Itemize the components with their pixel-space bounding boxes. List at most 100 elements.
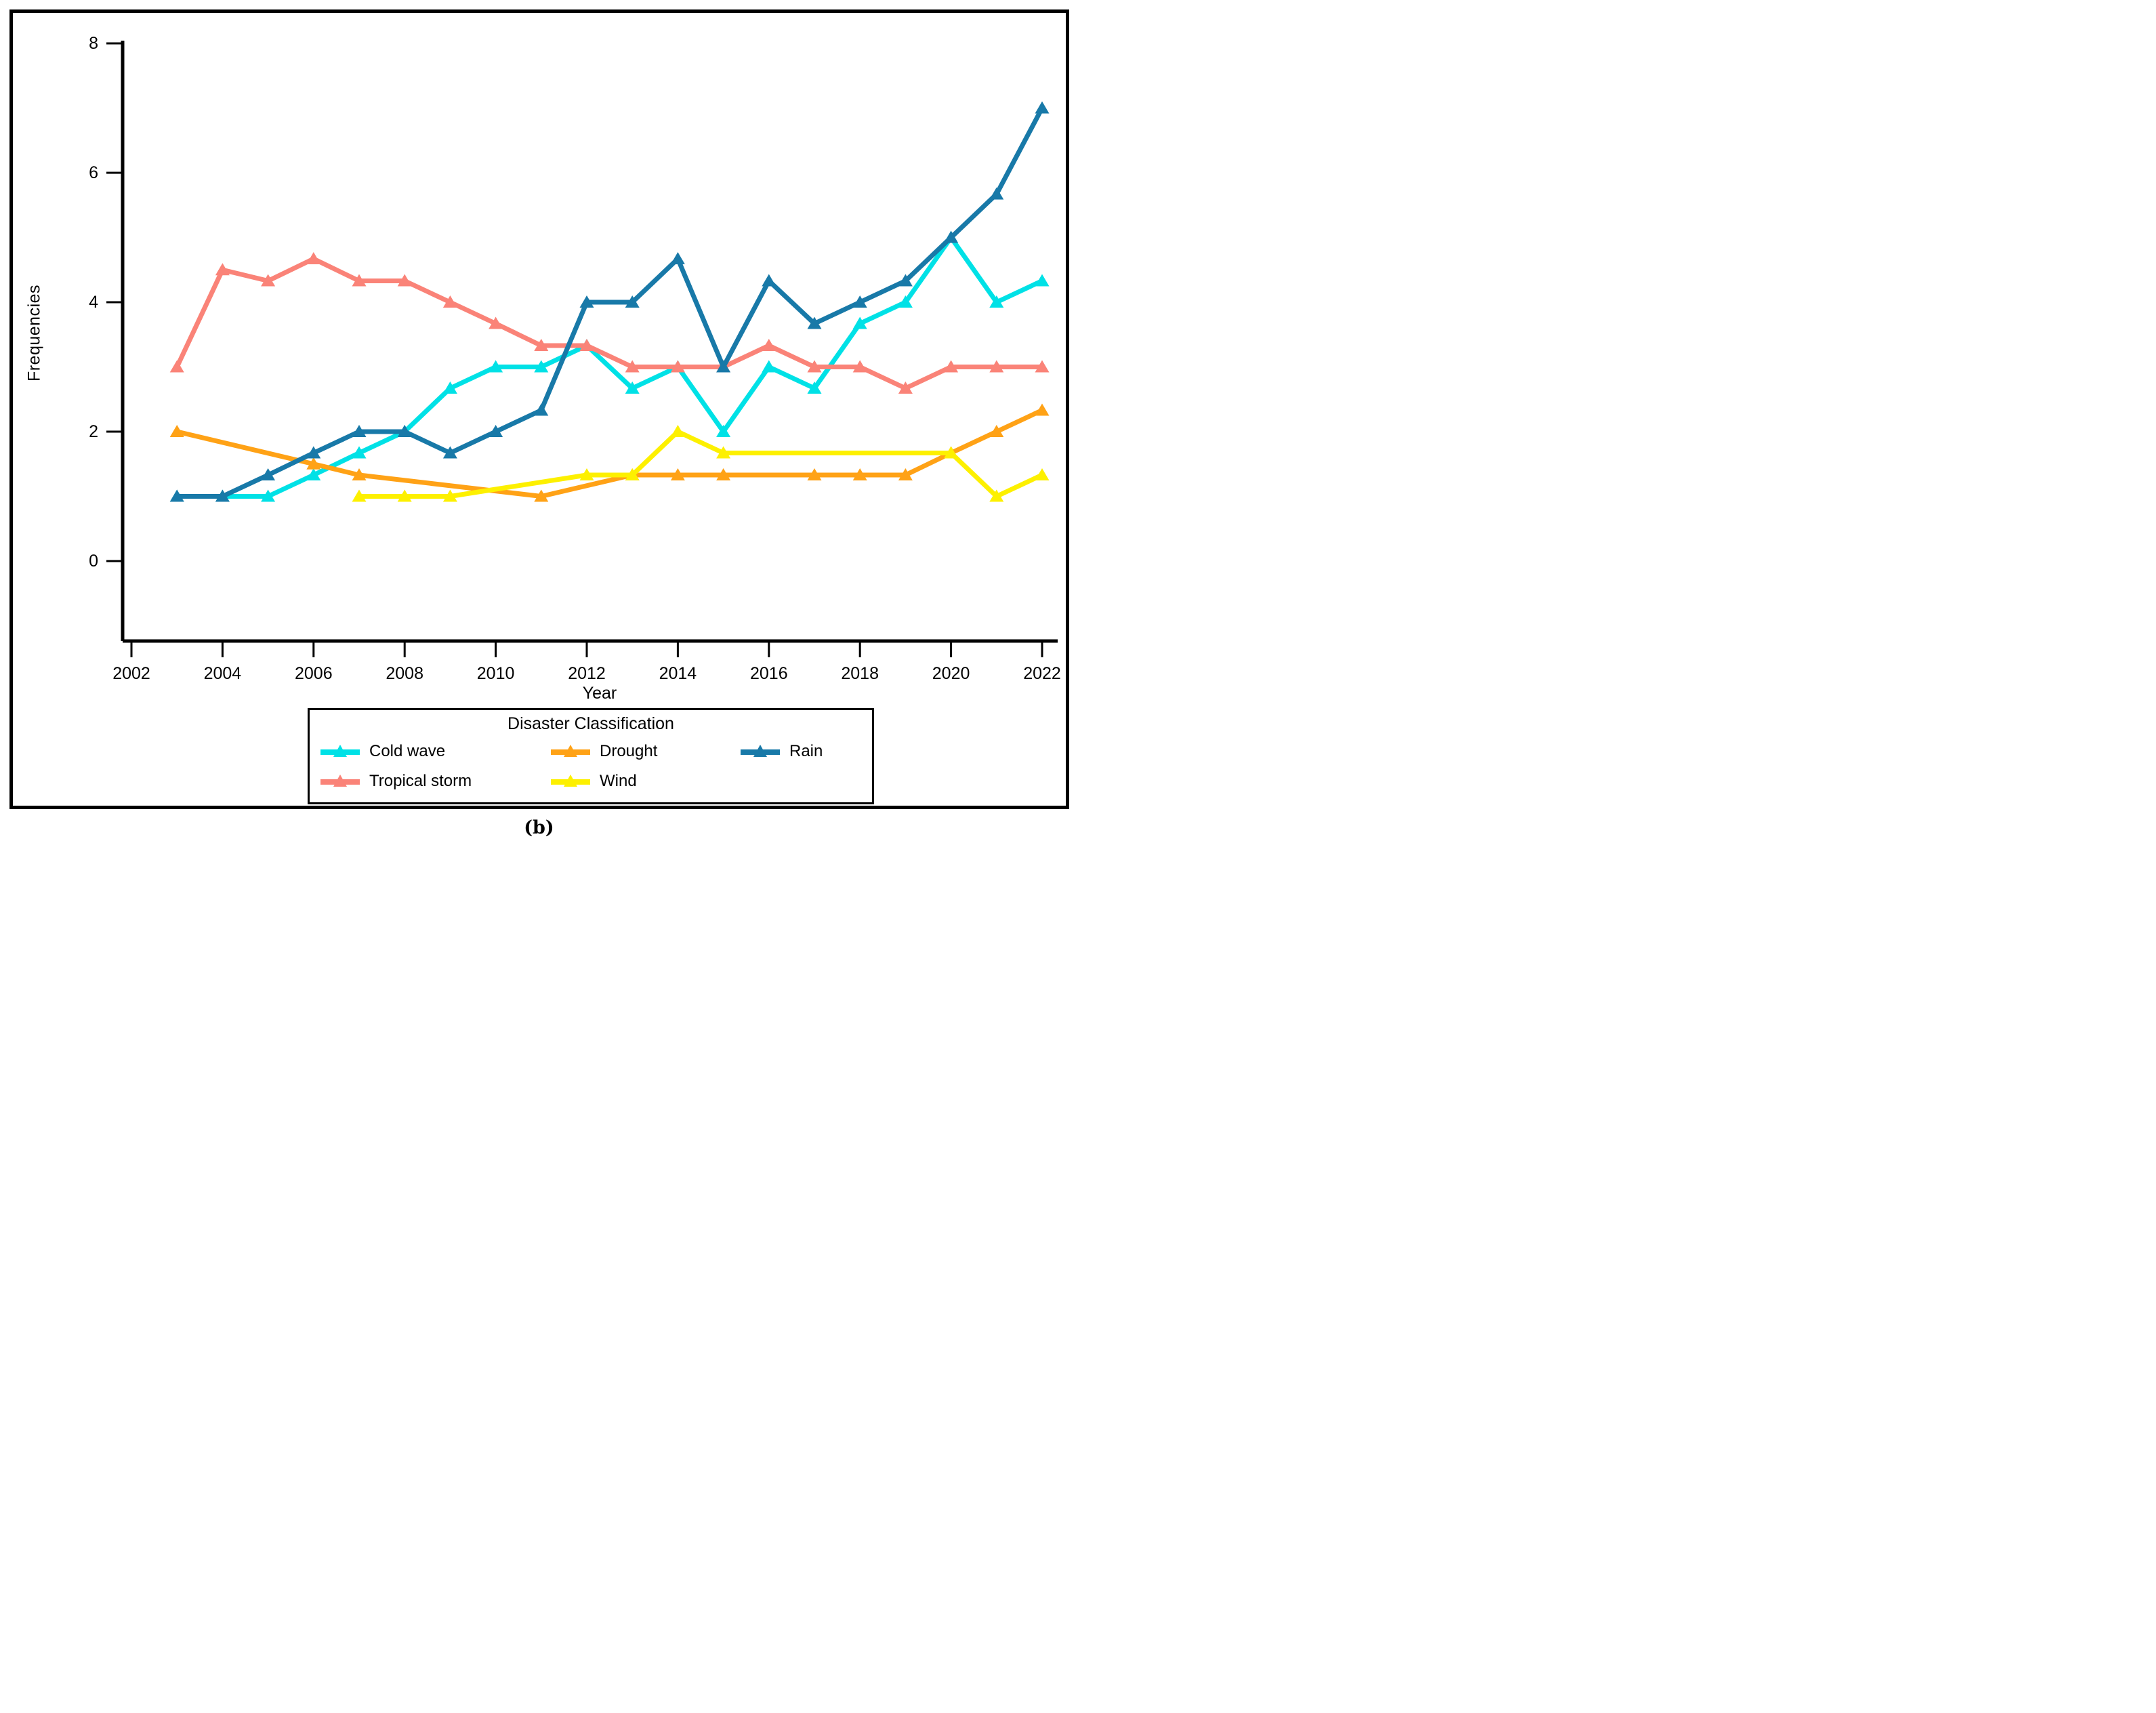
legend-rows: Cold wave Drought Rain Tropical storm Wind (310, 734, 872, 796)
x-tick-label: 2018 (841, 664, 879, 683)
data-point-marker (898, 295, 913, 308)
x-tick-label: 2020 (932, 664, 970, 683)
data-point-marker (442, 381, 457, 394)
legend-symbol (551, 775, 590, 787)
data-point-marker (944, 360, 959, 373)
figure-border: 0 2 4 6 8 2002 2004 2006 2008 2010 2012 2014 2016 201… (9, 9, 1069, 809)
data-point-marker (989, 425, 1004, 437)
x-axis-title: Year (582, 684, 617, 703)
data-point-marker (989, 295, 1004, 308)
x-tick-label: 2002 (112, 664, 150, 683)
data-point-marker (1035, 468, 1050, 480)
data-point-marker (442, 295, 457, 308)
data-point-marker (1035, 101, 1050, 114)
data-point-marker (670, 360, 685, 373)
data-point-marker (716, 425, 731, 437)
data-point-marker (625, 360, 640, 373)
data-point-marker (898, 381, 913, 394)
series-line-tropical-storm (175, 256, 1042, 391)
data-point-marker (215, 263, 230, 276)
data-point-marker (169, 360, 184, 373)
data-point-marker (534, 338, 549, 351)
data-point-marker (898, 468, 913, 480)
data-point-marker (261, 489, 276, 502)
y-tick-label: 2 (89, 422, 98, 441)
figure-panel: 0 2 4 6 8 2002 2004 2006 2008 2010 2012 2014 2016 201… (0, 0, 1078, 856)
data-point-marker (807, 316, 822, 329)
y-tick-label: 8 (89, 34, 98, 53)
y-tick-label: 4 (89, 293, 98, 312)
data-point-marker (306, 468, 321, 480)
data-point-marker (169, 489, 184, 502)
legend-symbol (741, 745, 780, 757)
y-tick-label: 0 (89, 552, 98, 571)
data-point-marker (306, 457, 321, 470)
data-point-marker (944, 230, 959, 243)
legend-symbol (320, 745, 360, 757)
data-point-marker (852, 468, 867, 480)
legend-symbol (320, 775, 360, 787)
data-point-marker (352, 425, 367, 437)
data-point-marker (989, 360, 1004, 373)
data-point-marker (670, 252, 685, 265)
legend-row: Cold wave Drought Rain (319, 737, 863, 766)
data-point-marker (807, 381, 822, 394)
data-point-marker (579, 295, 594, 308)
legend-label: Wind (600, 772, 637, 790)
legend-symbol (551, 745, 590, 757)
data-point-marker (625, 381, 640, 394)
legend-entry-wind: Wind (550, 771, 739, 791)
data-point-marker (625, 295, 640, 308)
data-point-marker (762, 360, 776, 373)
data-point-marker (762, 274, 776, 287)
y-axis-title: Frequencies (24, 284, 44, 382)
legend-entry-tropical-storm: Tropical storm (319, 771, 550, 791)
y-tick-label: 6 (89, 163, 98, 182)
x-tick-label: 2006 (295, 664, 333, 683)
series-line-rain (177, 106, 1045, 499)
data-point-marker (169, 425, 184, 437)
data-point-marker (1035, 403, 1050, 416)
data-point-marker (534, 403, 549, 416)
legend-entry-drought: Drought (550, 741, 739, 762)
data-point-marker (261, 468, 276, 480)
data-point-marker (670, 468, 685, 480)
data-point-marker (306, 252, 321, 265)
data-point-marker (807, 468, 822, 480)
data-point-marker (442, 446, 457, 459)
x-tick-label: 2004 (204, 664, 242, 683)
data-point-marker (352, 468, 367, 480)
data-point-marker (898, 274, 913, 287)
data-point-marker (670, 425, 685, 437)
data-point-marker (489, 360, 503, 373)
data-point-marker (852, 360, 867, 373)
data-point-marker (852, 295, 867, 308)
x-tick-label: 2010 (477, 664, 515, 683)
data-point-marker (989, 489, 1004, 502)
data-point-marker (489, 316, 503, 329)
data-point-marker (1035, 360, 1050, 373)
x-tick-label: 2014 (659, 664, 697, 683)
data-point-marker (215, 489, 230, 502)
data-point-marker (1035, 274, 1050, 287)
data-point-marker (352, 274, 367, 287)
data-point-marker (489, 425, 503, 437)
x-tick-label: 2012 (568, 664, 606, 683)
legend-label: Drought (600, 742, 658, 760)
data-point-marker (989, 187, 1004, 200)
data-point-marker (442, 489, 457, 502)
data-point-marker (807, 360, 822, 373)
series-line-wind (359, 429, 1043, 499)
data-point-marker (352, 446, 367, 459)
data-point-marker (534, 489, 549, 502)
line-chart: 0 2 4 6 8 2002 2004 2006 2008 2010 2012 2014 2016 201… (89, 34, 1061, 683)
x-tick-label: 2022 (1023, 664, 1061, 683)
legend-label: Tropical storm (369, 772, 472, 790)
legend-row: Tropical storm Wind (319, 766, 863, 796)
data-point-marker (625, 468, 640, 480)
data-point-marker (716, 446, 731, 459)
data-point-marker (944, 446, 959, 459)
data-point-marker (352, 489, 367, 502)
data-point-marker (397, 489, 412, 502)
data-point-marker (261, 274, 276, 287)
